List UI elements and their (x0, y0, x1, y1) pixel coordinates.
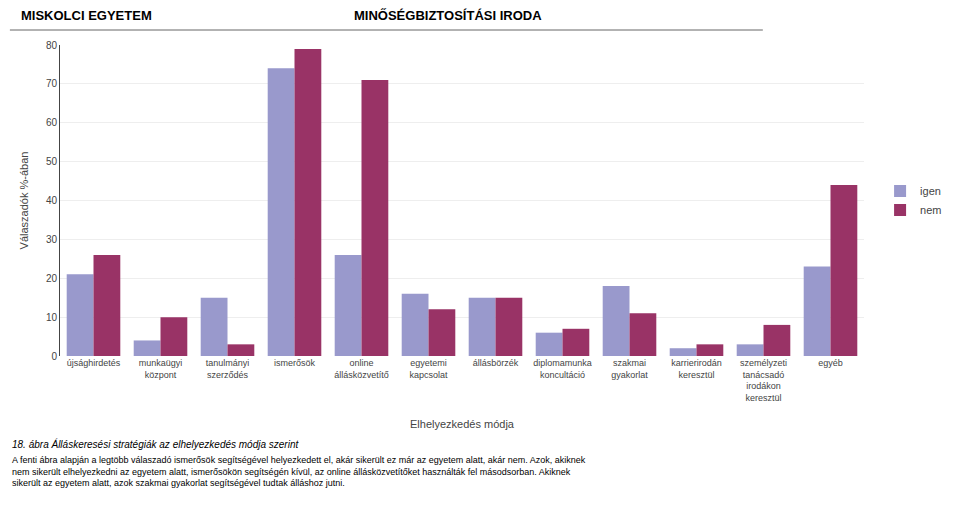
svg-text:MINŐSÉGBIZTOSÍTÁSI IRODA: MINŐSÉGBIZTOSÍTÁSI IRODA (354, 8, 542, 23)
svg-text:tanulmányiszerződés: tanulmányiszerződés (206, 358, 250, 380)
svg-text:igen: igen (920, 185, 941, 197)
svg-text:18. ábra Álláskeresési stratég: 18. ábra Álláskeresési stratégiák az elh… (12, 438, 299, 450)
svg-text:30: 30 (46, 234, 58, 245)
svg-text:10: 10 (46, 312, 58, 323)
svg-text:A fenti ábra alapján a legtöbb: A fenti ábra alapján a legtöbb válaszadó… (12, 455, 586, 488)
svg-text:70: 70 (46, 78, 58, 89)
svg-text:munkaügyiközpont: munkaügyiközpont (139, 358, 183, 380)
svg-text:onlineállásközvetítő: onlineállásközvetítő (334, 358, 389, 380)
svg-text:MISKOLCI EGYETEM: MISKOLCI EGYETEM (21, 8, 152, 23)
svg-text:0: 0 (51, 351, 57, 362)
svg-text:Elhelyezkedés módja: Elhelyezkedés módja (410, 418, 515, 430)
svg-text:nem: nem (920, 204, 941, 216)
svg-text:60: 60 (46, 117, 58, 128)
svg-text:80: 80 (46, 40, 58, 51)
svg-text:egyéb: egyéb (818, 358, 843, 368)
svg-text:újsághirdetés: újsághirdetés (67, 358, 121, 368)
svg-text:karrierirodánkeresztül: karrierirodánkeresztül (671, 358, 722, 380)
svg-text:szakmaigyakorlat: szakmaigyakorlat (611, 358, 648, 380)
svg-text:20: 20 (46, 273, 58, 284)
svg-text:személyzetitanácsadóirodákonke: személyzetitanácsadóirodákonkeresztül (740, 358, 787, 403)
svg-text:Válaszadók %-ában: Válaszadók %-ában (18, 152, 30, 250)
svg-text:egyetemikapcsolat: egyetemikapcsolat (409, 358, 448, 380)
svg-text:ismerősök: ismerősök (274, 358, 316, 368)
svg-text:40: 40 (46, 195, 58, 206)
svg-text:állásbörzék: állásbörzék (473, 358, 519, 368)
svg-text:50: 50 (46, 156, 58, 167)
svg-text:diplomamunkakoncultáció: diplomamunkakoncultáció (533, 358, 592, 380)
